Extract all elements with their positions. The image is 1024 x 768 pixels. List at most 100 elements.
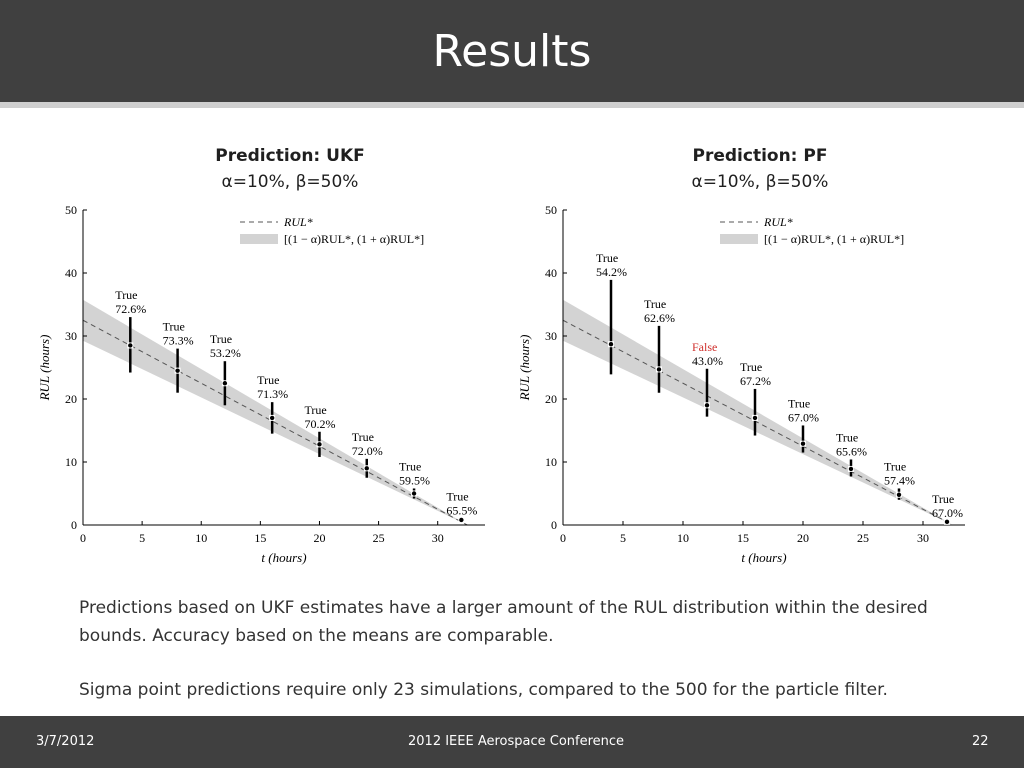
pf-x-axis-label: t (hours) (741, 550, 786, 565)
ukf-prediction-pct: 59.5% (399, 473, 430, 487)
pf-y-tick-label: 30 (545, 329, 557, 343)
ukf-y-tick-label: 20 (65, 392, 77, 406)
pf-prediction-label: True (596, 251, 618, 265)
pf-x-tick-label: 20 (797, 531, 809, 545)
ukf-prediction-pct: 70.2% (304, 417, 335, 431)
ukf-prediction-mean (317, 442, 322, 447)
pf-prediction-pct: 43.0% (692, 354, 723, 368)
ukf-x-tick-label: 15 (254, 531, 266, 545)
pf-prediction-label: True (644, 297, 666, 311)
pf-prediction-pct: 67.0% (788, 410, 819, 424)
ukf-prediction-pct: 65.5% (446, 504, 477, 518)
footer-date: 3/7/2012 (36, 734, 95, 749)
ukf-legend-entry-2: [(1 − α)RUL*, (1 + α)RUL*] (284, 232, 424, 246)
ukf-prediction-label: True (163, 320, 185, 334)
ukf-prediction-label: True (399, 459, 421, 473)
pf-prediction-label: False (692, 340, 717, 354)
ukf-y-tick-label: 10 (65, 455, 77, 469)
ukf-prediction-mean (364, 466, 369, 471)
pf-x-tick-label: 10 (677, 531, 689, 545)
pf-prediction-mean (608, 341, 614, 347)
pf-prediction-label: True (740, 360, 762, 374)
pf-y-tick-label: 10 (545, 455, 557, 469)
ukf-x-tick-label: 5 (139, 531, 145, 545)
body-paragraph-1: Predictions based on UKF estimates have … (79, 598, 928, 646)
pf-legend-band-swatch (720, 234, 758, 244)
body-paragraph-2: Sigma point predictions require only 23 … (79, 680, 888, 700)
pf-prediction-mean (848, 466, 854, 472)
ukf-chart-subtitle: α=10%, β=50% (221, 172, 359, 192)
ukf-prediction-label: True (352, 430, 374, 444)
pf-legend-entry-1: RUL* (763, 215, 793, 229)
ukf-x-axis-label: t (hours) (261, 550, 306, 565)
ukf-prediction-mean (222, 381, 228, 386)
pf-prediction-label: True (788, 396, 810, 410)
ukf-chart-heading: Prediction: UKF α=10%, β=50% (170, 143, 410, 195)
ukf-true-rul-line (82, 319, 468, 526)
ukf-y-axis-label: RUL (hours) (37, 335, 52, 402)
ukf-prediction-mean (269, 415, 275, 421)
ukf-prediction-pct: 53.2% (210, 346, 241, 360)
ukf-x-tick-label: 0 (80, 531, 86, 545)
pf-x-tick-label: 5 (620, 531, 626, 545)
ukf-chart: 0 10 20 30 40 50 0 5 10 15 20 25 30 t (hours) RUL (hou… (37, 203, 485, 565)
ukf-y-tick-label: 40 (65, 266, 77, 280)
ukf-prediction-label: True (257, 373, 279, 387)
ukf-legend-entry-1: RUL* (283, 215, 313, 229)
pf-y-tick-label: 0 (551, 518, 557, 532)
ukf-prediction-mean (175, 368, 180, 373)
pf-chart-heading: Prediction: PF α=10%, β=50% (640, 143, 880, 195)
ukf-prediction-pct: 72.0% (352, 444, 383, 458)
pf-y-tick-label: 40 (545, 266, 557, 280)
pf-prediction-mean (800, 441, 806, 446)
pf-prediction-mean (704, 403, 710, 408)
pf-y-axis-label: RUL (hours) (517, 335, 532, 402)
ukf-prediction-mean (411, 491, 417, 496)
pf-x-tick-label: 15 (737, 531, 749, 545)
pf-prediction-pct: 65.6% (836, 444, 867, 458)
ukf-x-tick-label: 10 (195, 531, 207, 545)
ukf-y-tick-label: 30 (65, 329, 77, 343)
pf-alpha-band (563, 299, 953, 525)
ukf-y-tick-label: 0 (71, 518, 77, 532)
ukf-chart-title: Prediction: UKF (215, 146, 365, 166)
pf-prediction-pct: 54.2% (596, 265, 627, 279)
pf-prediction-pct: 67.0% (932, 506, 963, 520)
slide-title: Results (432, 26, 592, 77)
pf-prediction-pct: 62.6% (644, 311, 675, 325)
pf-y-tick-label: 50 (545, 203, 557, 217)
pf-prediction-pct: 57.4% (884, 473, 915, 487)
pf-x-tick-label: 25 (857, 531, 869, 545)
ukf-prediction-pct: 73.3% (163, 334, 194, 348)
slide-header: Results (0, 0, 1024, 108)
pf-prediction-mean (944, 519, 950, 525)
pf-x-tick-label: 30 (917, 531, 929, 545)
pf-chart-title: Prediction: PF (692, 146, 828, 166)
pf-prediction-label: True (836, 430, 858, 444)
pf-prediction-pct: 67.2% (740, 374, 771, 388)
ukf-x-tick-label: 20 (313, 531, 325, 545)
ukf-prediction-mean (459, 517, 464, 523)
ukf-prediction-label: True (446, 490, 468, 504)
pf-chart-subtitle: α=10%, β=50% (691, 172, 829, 192)
ukf-prediction-pct: 72.6% (115, 302, 146, 316)
ukf-x-tick-label: 30 (432, 531, 444, 545)
pf-true-rul-line (562, 319, 954, 526)
pf-prediction-mean (896, 492, 902, 497)
ukf-prediction-label: True (304, 403, 326, 417)
pf-prediction-label: True (932, 492, 954, 506)
ukf-prediction-pct: 71.3% (257, 387, 288, 401)
pf-legend-entry-2: [(1 − α)RUL*, (1 + α)RUL*] (764, 232, 904, 246)
pf-prediction-mean (752, 415, 758, 421)
footer-conference: 2012 IEEE Aerospace Conference (408, 734, 625, 749)
ukf-alpha-band (83, 299, 468, 525)
ukf-y-tick-label: 50 (65, 203, 77, 217)
slide-footer: 3/7/2012 2012 IEEE Aerospace Conference … (0, 716, 1024, 768)
pf-y-tick-label: 20 (545, 392, 557, 406)
pf-prediction-label: True (884, 459, 906, 473)
ukf-prediction-label: True (210, 332, 232, 346)
ukf-legend-band-swatch (240, 234, 278, 244)
pf-prediction-mean (656, 367, 662, 372)
pf-x-tick-label: 0 (560, 531, 566, 545)
ukf-prediction-mean (128, 343, 133, 348)
